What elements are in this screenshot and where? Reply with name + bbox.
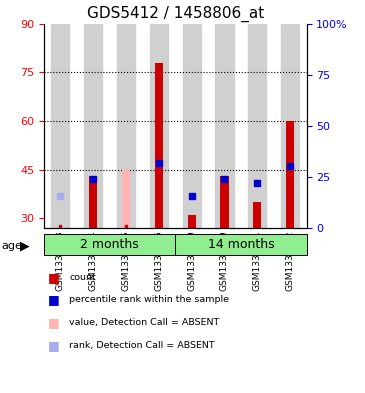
Text: ■: ■ <box>47 316 59 329</box>
Bar <box>188 215 196 228</box>
Text: age: age <box>2 241 23 251</box>
Bar <box>155 62 163 228</box>
Bar <box>150 24 168 228</box>
Bar <box>44 234 175 255</box>
Text: count: count <box>69 273 96 281</box>
Bar <box>175 234 307 255</box>
Text: percentile rank within the sample: percentile rank within the sample <box>69 296 229 304</box>
Bar <box>51 24 69 228</box>
Text: ■: ■ <box>47 293 59 307</box>
Bar <box>281 24 299 228</box>
Bar <box>248 24 266 228</box>
Bar <box>89 176 97 228</box>
Bar <box>84 24 102 228</box>
Text: ■: ■ <box>47 270 59 284</box>
Bar <box>253 202 261 228</box>
Bar <box>117 24 135 228</box>
Bar <box>122 169 130 228</box>
Text: value, Detection Call = ABSENT: value, Detection Call = ABSENT <box>69 318 220 327</box>
Text: ▶: ▶ <box>20 239 30 252</box>
Bar <box>182 24 201 228</box>
Text: 2 months: 2 months <box>80 238 139 251</box>
Text: rank, Detection Call = ABSENT: rank, Detection Call = ABSENT <box>69 341 215 350</box>
Bar <box>286 121 294 228</box>
Text: 14 months: 14 months <box>208 238 274 251</box>
Bar <box>215 24 234 228</box>
Bar <box>220 176 228 228</box>
Title: GDS5412 / 1458806_at: GDS5412 / 1458806_at <box>87 6 264 22</box>
Text: ■: ■ <box>47 339 59 352</box>
